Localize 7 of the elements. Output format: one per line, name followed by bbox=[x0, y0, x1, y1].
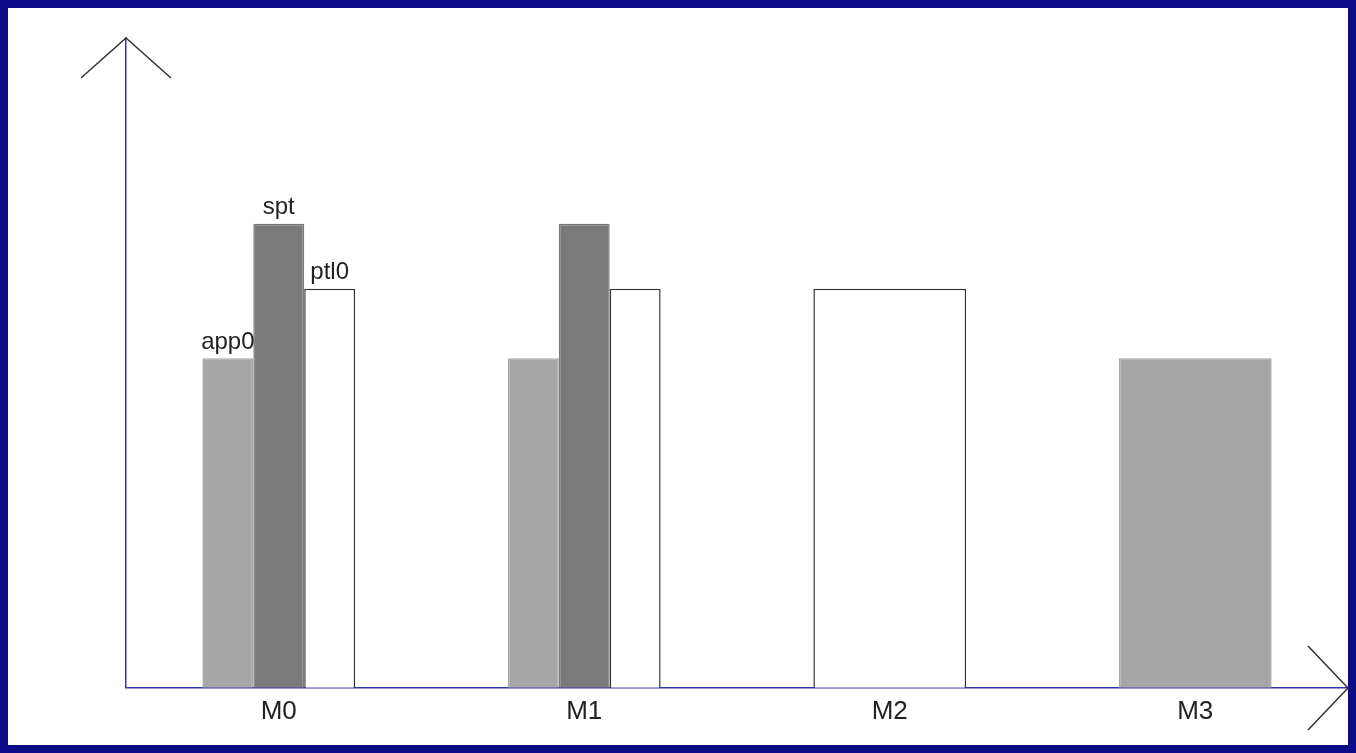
x-tick-label: M3 bbox=[1177, 694, 1214, 725]
series-label: ptl0 bbox=[310, 257, 350, 285]
x-tick-label: M0 bbox=[260, 694, 297, 725]
series-label: app0 bbox=[201, 326, 255, 354]
series-label: spt bbox=[262, 192, 296, 220]
x-tick-label: M2 bbox=[871, 694, 908, 725]
x-tick-label: M1 bbox=[566, 694, 603, 725]
